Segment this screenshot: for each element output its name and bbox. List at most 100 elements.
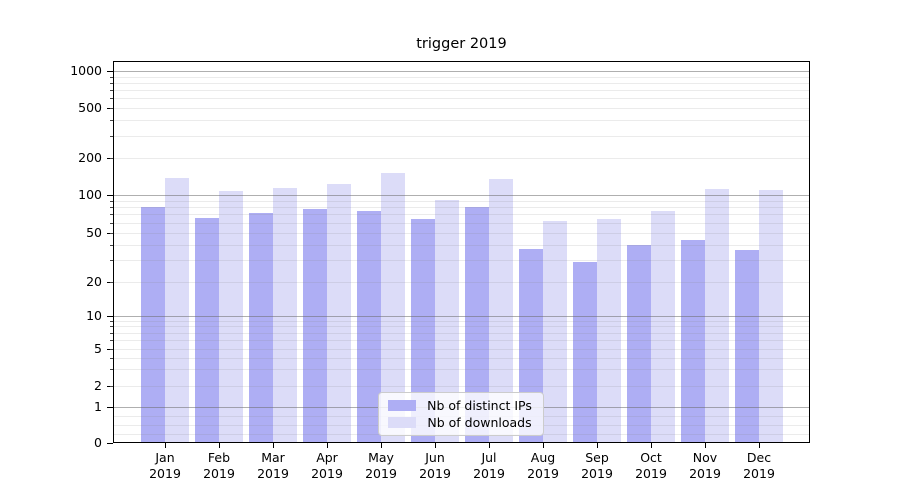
x-tick-label-year: 2019 <box>689 465 721 481</box>
x-tick-label-year: 2019 <box>635 465 667 481</box>
y-minor-tick-mark <box>110 90 113 91</box>
y-tick-label: 20 <box>86 274 102 289</box>
bar-ips-dec <box>735 250 759 442</box>
legend-swatch-distinct-ips <box>388 399 416 411</box>
y-minor-tick-mark <box>110 223 113 224</box>
y-tick-label: 1000 <box>70 63 102 78</box>
y-tick-label: 100 <box>78 187 102 202</box>
y-tick-label: 10 <box>86 308 102 323</box>
x-tick-label-jul: Jul 2019 <box>461 450 517 481</box>
x-tick-label-month: Nov <box>692 450 718 465</box>
y-minor-tick-mark <box>110 233 113 234</box>
y-minor-tick-mark <box>110 260 113 261</box>
x-tick-label-month: Feb <box>207 450 231 465</box>
x-tick-label-year: 2019 <box>365 465 397 481</box>
x-tick-label-year: 2019 <box>203 465 235 481</box>
y-minor-tick-mark <box>110 386 113 387</box>
legend-swatch-downloads <box>388 417 416 429</box>
y-minor-tick-mark <box>110 207 113 208</box>
x-tick-label-year: 2019 <box>149 465 181 481</box>
x-tick-mark <box>705 443 706 448</box>
x-tick-mark <box>489 443 490 448</box>
x-tick-label-month: May <box>368 450 394 465</box>
x-tick-label-month: Aug <box>530 450 556 465</box>
y-minor-tick-mark <box>110 77 113 78</box>
y-minor-tick-mark <box>110 349 113 350</box>
legend-item-distinct-ips: Nb of distinct IPs <box>388 398 534 413</box>
x-tick-label-feb: Feb 2019 <box>191 450 247 481</box>
legend-label-distinct-ips: Nb of distinct IPs <box>427 397 532 413</box>
bar-downloads-aug <box>543 221 567 442</box>
y-tick-label: 50 <box>86 225 102 240</box>
y-minor-tick-mark <box>110 158 113 159</box>
x-tick-label-nov: Nov 2019 <box>677 450 733 481</box>
bar-ips-apr <box>303 209 327 442</box>
x-tick-label-sep: Sep 2019 <box>569 450 625 481</box>
x-tick-mark <box>543 443 544 448</box>
x-tick-label-mar: Mar 2019 <box>245 450 301 481</box>
x-tick-mark <box>219 443 220 448</box>
y-tick-mark <box>107 316 113 317</box>
chart-title: trigger 2019 <box>416 36 507 52</box>
y-minor-tick-mark <box>110 369 113 370</box>
x-tick-label-year: 2019 <box>311 465 343 481</box>
x-tick-label-apr: Apr 2019 <box>299 450 355 481</box>
x-tick-label-month: Jan <box>155 450 175 465</box>
x-tick-label-year: 2019 <box>419 465 451 481</box>
x-tick-label-month: Jun <box>425 450 445 465</box>
y-minor-tick-mark <box>110 120 113 121</box>
x-tick-mark <box>651 443 652 448</box>
x-tick-mark <box>759 443 760 448</box>
y-minor-tick-mark <box>110 333 113 334</box>
bar-downloads-sep <box>597 219 621 442</box>
legend-item-downloads: Nb of downloads <box>388 415 534 430</box>
bar-ips-jan <box>141 207 165 442</box>
x-tick-label-year: 2019 <box>473 465 505 481</box>
bar-ips-feb <box>195 218 219 442</box>
y-minor-tick-mark <box>110 98 113 99</box>
x-tick-label-year: 2019 <box>581 465 613 481</box>
y-tick-mark <box>107 443 113 444</box>
bar-ips-oct <box>627 245 651 442</box>
x-tick-label-month: Oct <box>640 450 662 465</box>
y-minor-tick-mark <box>110 340 113 341</box>
x-tick-label-oct: Oct 2019 <box>623 450 679 481</box>
x-tick-label-month: Jul <box>481 450 497 465</box>
bar-ips-may <box>357 211 381 442</box>
legend-label-downloads: Nb of downloads <box>427 415 532 431</box>
bar-downloads-feb <box>219 191 243 442</box>
x-tick-label-jun: Jun 2019 <box>407 450 463 481</box>
y-tick-label: 1 <box>94 399 102 414</box>
bar-ips-mar <box>249 213 273 442</box>
y-minor-tick-mark <box>110 214 113 215</box>
y-tick-label: 5 <box>94 341 102 356</box>
x-tick-mark <box>165 443 166 448</box>
x-tick-label-dec: Dec 2019 <box>731 450 787 481</box>
y-tick-mark <box>107 195 113 196</box>
legend: Nb of distinct IPs Nb of downloads <box>378 392 544 436</box>
bar-downloads-oct <box>651 211 675 442</box>
x-tick-mark <box>381 443 382 448</box>
y-tick-label: 2 <box>94 378 102 393</box>
x-tick-label-month: Dec <box>746 450 772 465</box>
x-tick-label-year: 2019 <box>527 465 559 481</box>
bar-ips-nov <box>681 240 705 442</box>
y-minor-tick-mark <box>110 136 113 137</box>
x-tick-label-may: May 2019 <box>353 450 409 481</box>
bars-layer <box>113 61 810 443</box>
x-tick-label-aug: Aug 2019 <box>515 450 571 481</box>
x-tick-label-month: Sep <box>585 450 609 465</box>
x-tick-label-year: 2019 <box>743 465 775 481</box>
x-tick-label-month: Mar <box>261 450 285 465</box>
y-minor-tick-mark <box>110 108 113 109</box>
x-tick-mark <box>435 443 436 448</box>
bar-ips-sep <box>573 262 597 442</box>
y-tick-label: 0 <box>94 435 102 450</box>
x-tick-mark <box>597 443 598 448</box>
y-minor-tick-mark <box>110 245 113 246</box>
x-tick-label-jan: Jan 2019 <box>137 450 193 481</box>
y-minor-tick-mark <box>110 83 113 84</box>
y-tick-mark <box>107 71 113 72</box>
bar-downloads-dec <box>759 190 783 442</box>
